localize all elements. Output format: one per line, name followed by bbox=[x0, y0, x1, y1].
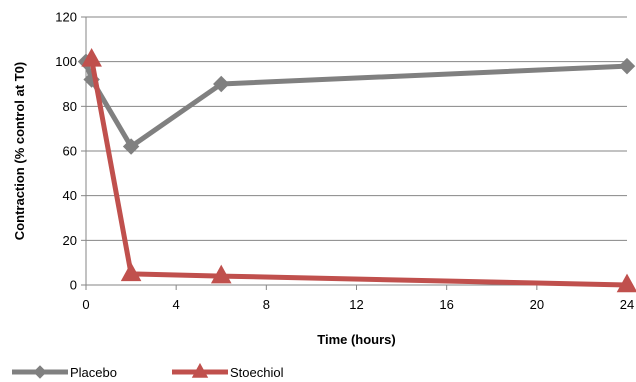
x-axis-title: Time (hours) bbox=[317, 332, 396, 347]
legend-marker-stoechiol bbox=[191, 362, 209, 378]
data-point-placebo-4 bbox=[618, 57, 636, 75]
x-tick-label-24: 24 bbox=[620, 297, 634, 312]
series-line-stoechiol bbox=[89, 56, 630, 288]
y-axis-title: Contraction (% control at T0) bbox=[12, 62, 27, 240]
series-placebo bbox=[77, 53, 636, 155]
y-tick-label-80: 80 bbox=[63, 99, 77, 114]
y-tick-label-60: 60 bbox=[63, 144, 77, 159]
data-point-stoechiol-2 bbox=[210, 264, 232, 284]
series-line-placebo bbox=[83, 59, 630, 150]
y-tick-label-40: 40 bbox=[63, 188, 77, 203]
x-tick-label-12: 12 bbox=[349, 297, 363, 312]
x-tick-label-16: 16 bbox=[439, 297, 453, 312]
y-tick-label-100: 100 bbox=[55, 54, 77, 69]
gridlines bbox=[86, 16, 627, 241]
x-tick-label-20: 20 bbox=[530, 297, 544, 312]
data-point-stoechiol-3 bbox=[616, 273, 636, 293]
data-point-placebo-3 bbox=[213, 75, 230, 93]
legend-item-placebo: Placebo bbox=[12, 365, 117, 380]
x-tick-label-8: 8 bbox=[263, 297, 270, 312]
legend-label-stoechiol: Stoechiol bbox=[230, 365, 284, 380]
legend-marker-placebo bbox=[33, 365, 47, 379]
legend: Placebo Stoechiol bbox=[12, 362, 284, 380]
y-tick-label-120: 120 bbox=[55, 10, 77, 25]
data-point-stoechiol-1 bbox=[120, 262, 142, 282]
data-point-placebo-2 bbox=[122, 138, 140, 155]
y-tick-label-20: 20 bbox=[63, 233, 77, 248]
y-tick-label-0: 0 bbox=[70, 278, 77, 293]
y-tick-labels: 0 20 40 60 80 100 120 bbox=[55, 10, 77, 293]
series-layer bbox=[77, 48, 636, 293]
series-stoechiol bbox=[81, 48, 636, 293]
x-tick-label-4: 4 bbox=[173, 297, 180, 312]
axes bbox=[81, 16, 628, 290]
legend-item-stoechiol: Stoechiol bbox=[172, 362, 284, 380]
legend-label-placebo: Placebo bbox=[70, 365, 117, 380]
data-point-stoechiol-0 bbox=[81, 48, 102, 67]
x-tick-labels: 0 4 8 12 16 20 24 bbox=[82, 297, 634, 312]
x-tick-label-0: 0 bbox=[82, 297, 89, 312]
